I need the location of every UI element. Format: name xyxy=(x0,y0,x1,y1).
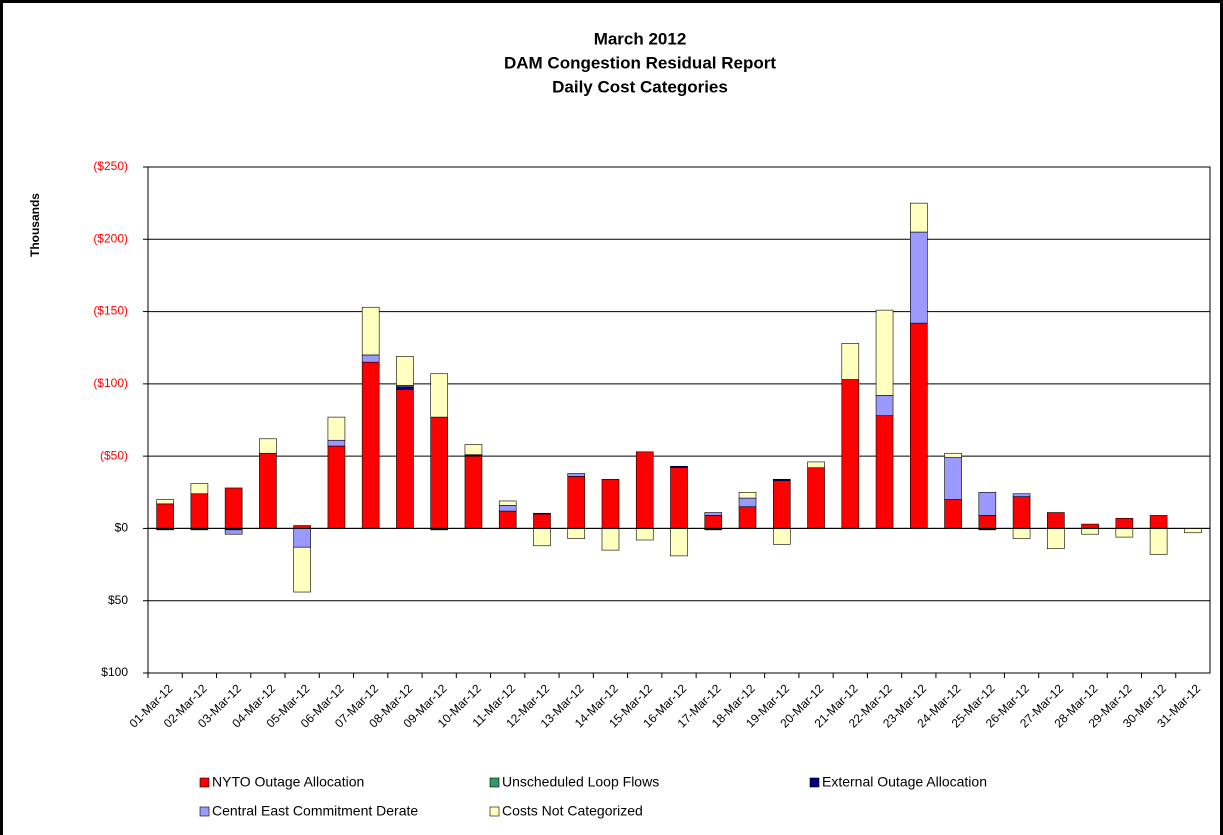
bar-segment xyxy=(293,546,311,593)
bar-segment xyxy=(704,515,723,529)
bar-segment xyxy=(464,455,483,529)
bar-segment xyxy=(1115,518,1134,529)
bar-segment xyxy=(1012,528,1031,539)
bar-segment xyxy=(567,473,586,477)
y-tick-label: ($150) xyxy=(93,304,128,318)
bar-segment xyxy=(772,480,791,529)
bar-segment xyxy=(533,528,551,547)
y-axis-label: Thousands xyxy=(28,193,42,257)
bar-segment xyxy=(498,500,517,506)
bar-segment xyxy=(1047,512,1065,529)
bar-segment xyxy=(635,528,654,541)
bar-segment xyxy=(533,512,551,515)
chart-title: March 2012 xyxy=(594,29,687,48)
chart-title: DAM Congestion Residual Report xyxy=(504,53,776,72)
bar-segment xyxy=(841,343,860,380)
legend-label: Costs Not Categorized xyxy=(502,803,643,819)
bar-segment xyxy=(396,386,414,390)
y-tick-label: ($50) xyxy=(100,448,128,462)
bar-segment xyxy=(190,493,209,529)
legend-label: NYTO Outage Allocation xyxy=(212,774,364,790)
bar-segment xyxy=(670,467,688,529)
plot-area xyxy=(147,166,1211,674)
y-tick-label: ($100) xyxy=(93,376,128,390)
bar-segment xyxy=(841,379,860,529)
bar-segment xyxy=(361,361,380,529)
bar-segment xyxy=(327,439,346,447)
bar-segment xyxy=(875,309,894,396)
bar-segment xyxy=(875,395,894,416)
bar-segment xyxy=(396,389,414,529)
bar-segment xyxy=(361,306,380,356)
legend-swatch xyxy=(199,806,210,817)
bar-segment xyxy=(361,354,380,363)
bar-segment xyxy=(567,528,586,539)
bar-segment xyxy=(1184,528,1202,534)
bar-segment xyxy=(1012,496,1031,529)
y-tick-label: ($200) xyxy=(93,231,128,245)
bar-segment xyxy=(327,416,346,441)
bar-segment xyxy=(601,528,620,551)
bar-segment xyxy=(738,497,757,508)
bar-segment xyxy=(498,510,517,529)
bar-segment xyxy=(396,356,414,386)
bar-segment xyxy=(430,416,448,529)
y-tick-label: $0 xyxy=(115,521,129,535)
bar-segment xyxy=(190,483,209,495)
bar-segment xyxy=(1081,528,1099,535)
y-tick-label: $50 xyxy=(108,593,128,607)
bar-segment xyxy=(1047,528,1065,549)
bar-segment xyxy=(567,476,586,529)
bar-segment xyxy=(156,503,174,529)
bar-segment xyxy=(327,445,346,529)
bar-segment xyxy=(498,504,517,512)
bar-segment xyxy=(1081,523,1099,529)
bar-segment xyxy=(807,467,825,529)
bar-segment xyxy=(910,322,928,529)
bar-segment xyxy=(670,528,688,557)
bar-segment xyxy=(978,491,997,516)
bar-segment xyxy=(533,513,551,529)
bar-segment xyxy=(910,202,928,233)
bar-segment xyxy=(875,415,894,529)
bar-segment xyxy=(259,452,277,529)
legend-swatch xyxy=(199,777,210,788)
bar-segment xyxy=(293,528,311,548)
legend-label: External Outage Allocation xyxy=(822,774,987,790)
bar-segment xyxy=(772,528,791,545)
bar-segment xyxy=(224,529,243,535)
bar-segment xyxy=(944,457,962,500)
bar-segment xyxy=(464,444,483,455)
bar-segment xyxy=(944,452,962,458)
bar-segment xyxy=(772,478,791,482)
bar-segment xyxy=(224,487,243,529)
bar-segment xyxy=(910,231,928,324)
chart-title: Daily Cost Categories xyxy=(552,77,728,96)
bar-segment xyxy=(430,373,448,418)
legend-label: Central East Commitment Derate xyxy=(212,803,418,819)
bar-segment xyxy=(1149,528,1168,555)
y-tick-label: ($250) xyxy=(93,159,128,173)
bar-segment xyxy=(944,499,962,529)
bar-segment xyxy=(1149,515,1168,529)
bar-segment xyxy=(704,512,723,516)
bar-segment xyxy=(738,491,757,499)
bar-segment xyxy=(738,506,757,529)
bar-segment xyxy=(1012,493,1031,497)
bar-segment xyxy=(601,478,620,529)
bar-segment xyxy=(1115,528,1134,538)
bar-segment xyxy=(635,451,654,529)
bar-segment xyxy=(670,465,688,469)
y-tick-label: $100 xyxy=(101,665,128,679)
bar-segment xyxy=(156,499,174,505)
legend-label: Unscheduled Loop Flows xyxy=(502,774,659,790)
bar-segment xyxy=(259,438,277,454)
bar-segment xyxy=(978,515,997,529)
bar-segment xyxy=(807,461,825,469)
legend-swatch xyxy=(489,806,500,817)
legend-swatch xyxy=(489,777,500,788)
legend-swatch xyxy=(809,777,820,788)
